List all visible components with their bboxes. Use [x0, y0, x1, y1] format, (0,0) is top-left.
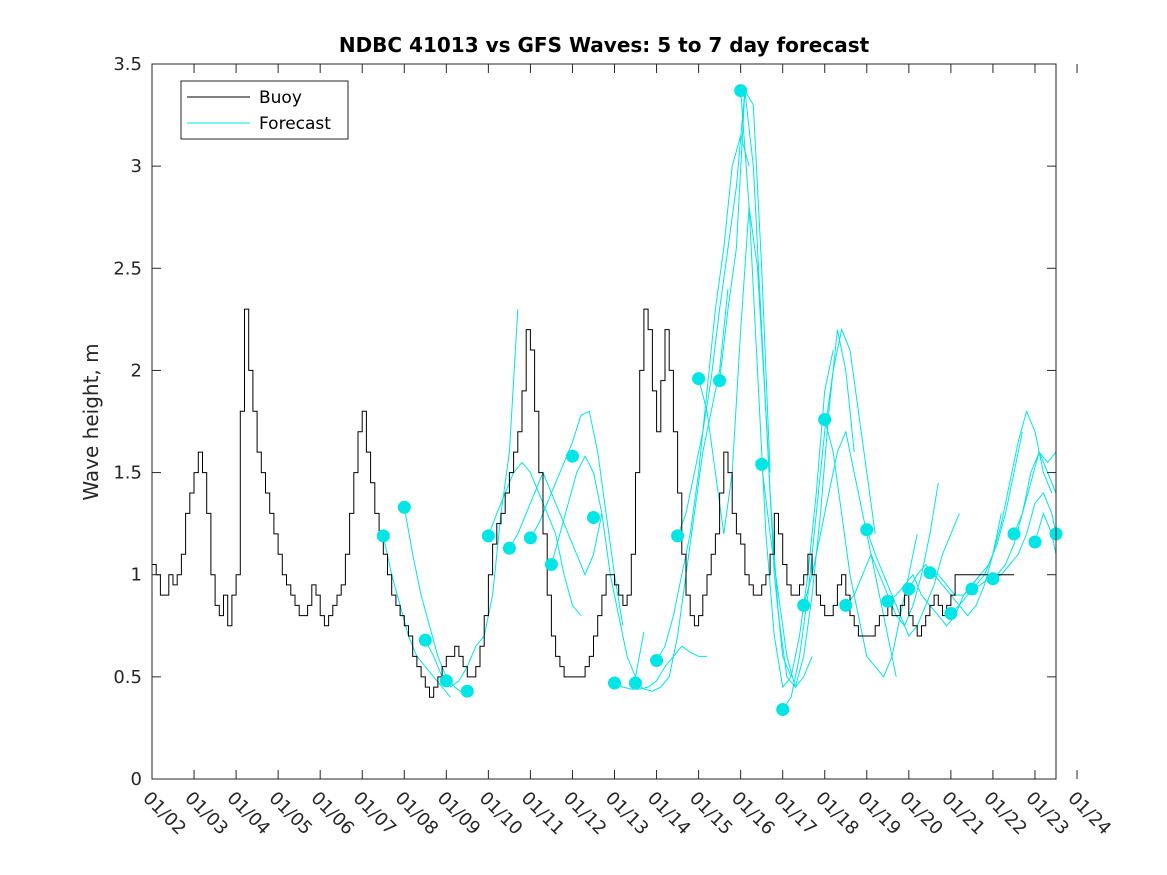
forecast-marker — [797, 598, 811, 612]
forecast-marker — [839, 598, 853, 612]
axes-box — [151, 63, 1057, 780]
forecast-marker — [544, 558, 558, 571]
y-axis-label: Wave height, m — [79, 343, 103, 500]
forecast-marker — [734, 84, 748, 98]
forecast-series-line — [929, 431, 1023, 596]
forecast-series-line — [803, 429, 897, 678]
forecast-series-line — [824, 419, 918, 678]
forecast-marker — [965, 582, 979, 596]
y-tick-label: 3 — [131, 156, 142, 177]
plot-series-group — [152, 88, 1056, 710]
y-tick-label: 0.5 — [113, 667, 142, 688]
forecast-series-line — [1034, 511, 1056, 555]
forecast-marker — [397, 500, 411, 514]
forecast-marker — [1028, 535, 1042, 549]
forecast-marker — [629, 676, 642, 690]
forecast-series-line — [529, 410, 624, 626]
forecast-series-line — [866, 513, 960, 637]
forecast-series-line — [971, 451, 1056, 590]
forecast-marker — [460, 684, 474, 698]
forecast-marker — [439, 674, 453, 688]
forecast-marker — [755, 457, 769, 471]
y-tick-label: 0 — [131, 769, 142, 790]
forecast-series-line — [508, 471, 603, 577]
y-tick-label: 2 — [131, 360, 142, 381]
forecast-marker — [418, 633, 432, 647]
forecast-series-line — [424, 309, 519, 688]
plot-area — [152, 84, 1063, 716]
y-tick-label: 1.5 — [113, 463, 142, 484]
forecast-series-line — [550, 455, 645, 679]
forecast-series-line — [950, 409, 1053, 614]
forecast-marker — [692, 372, 706, 386]
forecast-series-line — [761, 329, 855, 689]
forecast-marker — [671, 529, 685, 543]
forecast-marker — [902, 582, 916, 596]
legend-buoy-label: Buoy — [259, 88, 302, 108]
y-tick-label: 3.5 — [113, 54, 142, 75]
forecast-series-line — [782, 327, 876, 710]
forecast-marker — [986, 572, 1000, 586]
forecast-series-line — [1013, 450, 1056, 535]
y-tick-label: 2.5 — [113, 258, 142, 279]
legend-box — [180, 80, 349, 140]
forecast-marker — [944, 607, 958, 620]
forecast-series-line — [698, 206, 792, 678]
forecast-series-line — [677, 88, 771, 537]
chart-title: NDBC 41013 vs GFS Waves: 5 to 7 day fore… — [339, 33, 870, 57]
forecast-marker — [713, 374, 727, 388]
forecast-series-line — [635, 288, 729, 692]
forecast-series-line — [719, 90, 813, 688]
forecast-marker — [608, 676, 621, 690]
legend-forecast-label: Forecast — [259, 114, 331, 134]
forecast-series-line — [740, 90, 834, 689]
forecast-marker — [481, 529, 495, 543]
forecast-marker — [818, 413, 832, 426]
forecast-series-line — [992, 492, 1056, 580]
forecast-marker — [566, 449, 579, 463]
forecast-marker — [881, 594, 895, 608]
y-tick-label: 1 — [131, 565, 142, 586]
forecast-series-line — [487, 461, 582, 616]
forecast-marker — [376, 529, 390, 543]
buoy-series-line — [152, 308, 1014, 698]
forecast-series-line — [908, 513, 1002, 617]
forecast-marker — [1007, 527, 1021, 541]
forecast-marker — [587, 511, 600, 524]
forecast-marker — [502, 541, 516, 555]
legend: Buoy Forecast — [180, 80, 349, 140]
forecast-marker — [650, 654, 664, 667]
forecast-series-line — [614, 645, 707, 690]
forecast-marker — [860, 523, 874, 537]
forecast-marker — [923, 566, 937, 580]
forecast-marker — [523, 531, 537, 545]
forecast-marker — [776, 703, 790, 716]
